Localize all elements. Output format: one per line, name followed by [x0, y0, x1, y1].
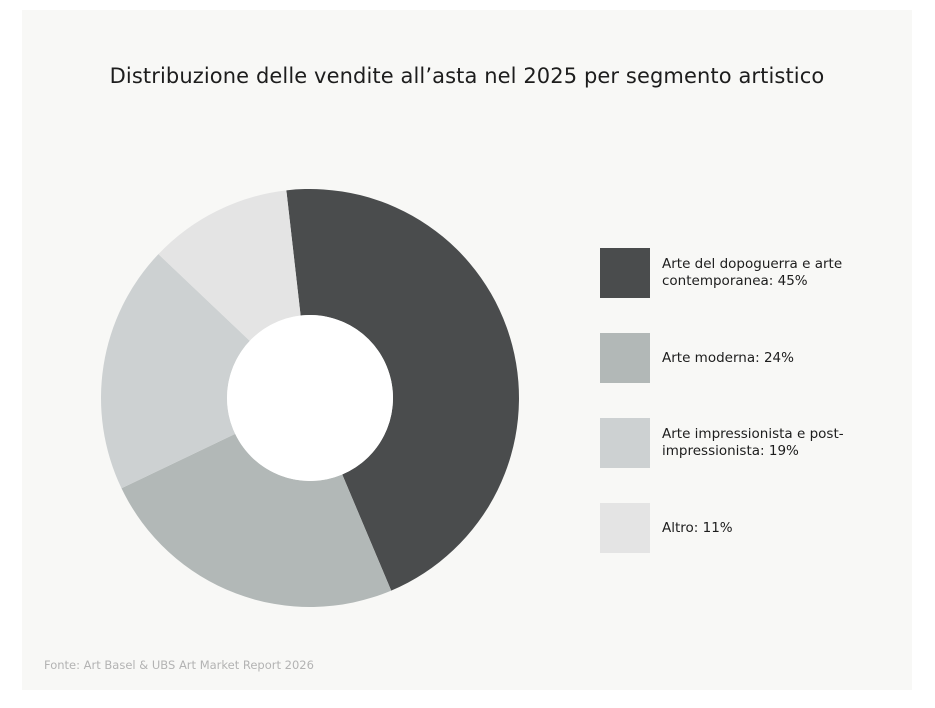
donut-hole: [227, 315, 393, 481]
chart-title: Distribuzione delle vendite all’asta nel…: [109, 64, 825, 88]
legend-swatch: [600, 333, 650, 383]
legend-swatch: [600, 503, 650, 553]
slice-other: [158, 190, 301, 341]
source-note: Fonte: Art Basel & UBS Art Market Report…: [44, 658, 314, 672]
slice-impressionist: [101, 254, 250, 489]
legend-label: Arte moderna: 24%: [662, 349, 794, 366]
legend-swatch: [600, 248, 650, 298]
legend-item-impressionist: Arte impressionista e post-impressionist…: [600, 418, 890, 468]
legend-label: Arte impressionista e post-impressionist…: [662, 426, 844, 459]
legend-item-other: Altro: 11%: [600, 503, 890, 553]
legend-label: Arte del dopoguerra e arte contemporanea…: [662, 256, 843, 289]
donut-chart: [101, 189, 519, 607]
legend-item-modern: Arte moderna: 24%: [600, 333, 890, 383]
slice-modern: [121, 433, 392, 607]
chart-card: Distribuzione delle vendite all’asta nel…: [22, 10, 912, 690]
legend-swatch: [600, 418, 650, 468]
slice-postwar-contemporary: [286, 189, 519, 591]
legend-label: Altro: 11%: [662, 519, 733, 536]
legend-item-postwar-contemporary: Arte del dopoguerra e arte contemporanea…: [600, 248, 890, 298]
